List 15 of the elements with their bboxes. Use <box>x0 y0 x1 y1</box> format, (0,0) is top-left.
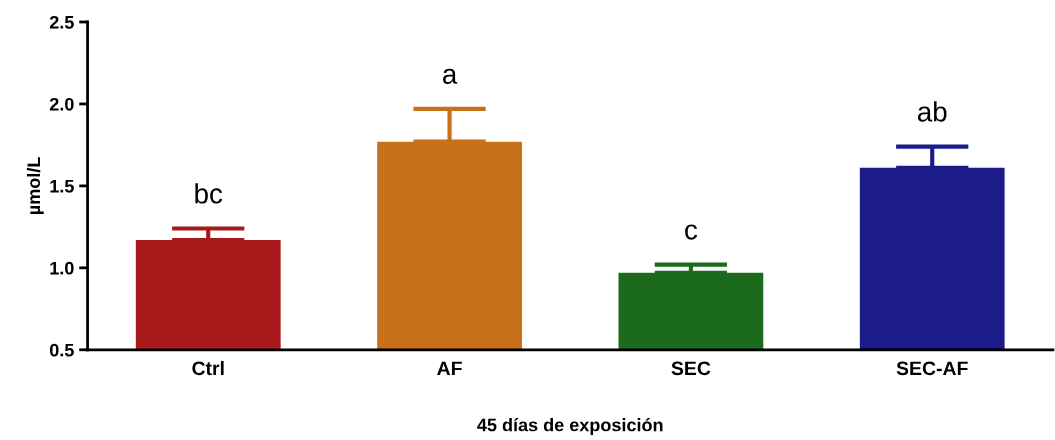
y-tick-label: 0.5 <box>49 343 74 357</box>
y-axis-title: µmol/L <box>26 157 44 214</box>
annotation: ab <box>917 101 947 122</box>
y-tick-label: 2.5 <box>49 15 74 29</box>
x-tick-label: SEC-AF <box>896 361 968 376</box>
x-tick-label: Ctrl <box>192 360 224 376</box>
x-tick-label: SEC <box>671 361 711 376</box>
y-tick-label: 1.0 <box>50 261 74 275</box>
y-tick-label: 2.0 <box>49 97 74 111</box>
x-axis-title: 45 días de exposición <box>477 417 663 435</box>
x-tick-label: AF <box>437 361 462 375</box>
annotation: c <box>685 224 698 240</box>
annotation: a <box>443 68 458 84</box>
annotation: bc <box>195 183 223 204</box>
y-tick-label: 1.5 <box>50 180 74 193</box>
